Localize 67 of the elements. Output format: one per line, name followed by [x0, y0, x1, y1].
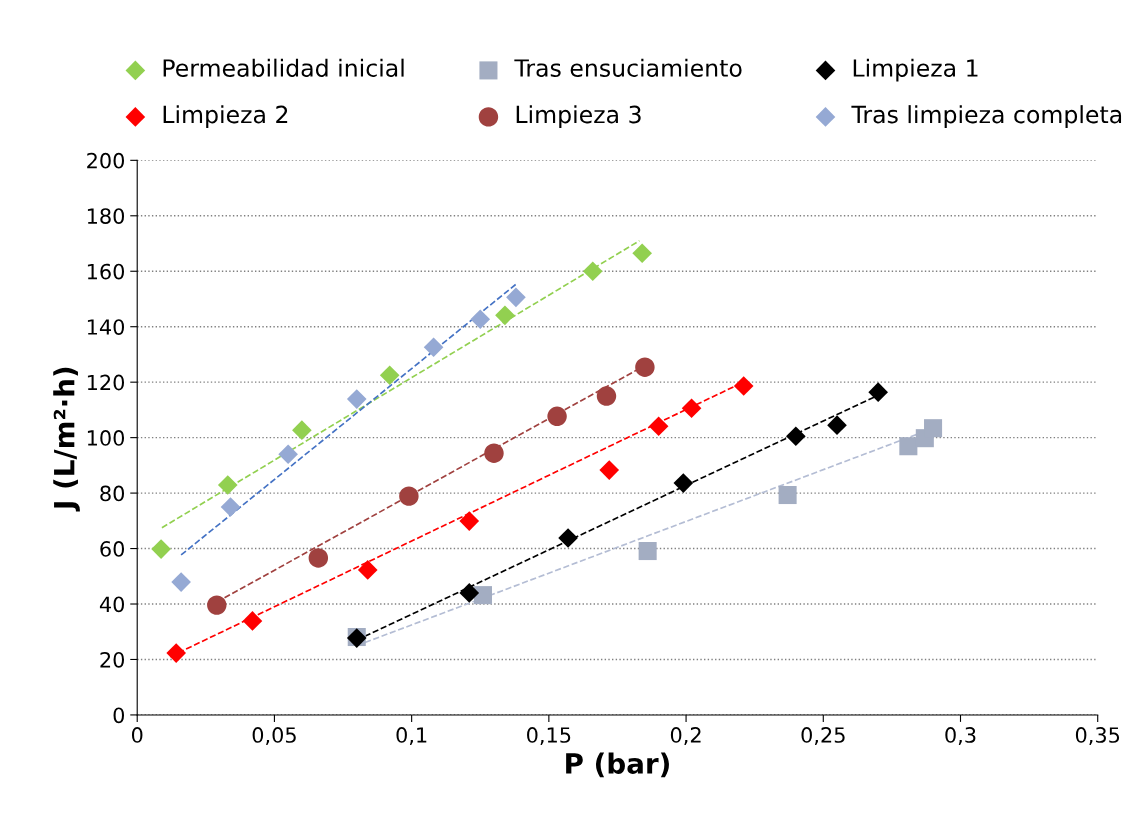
y-tick-label: 60 — [100, 541, 125, 557]
point — [868, 382, 888, 402]
point — [506, 287, 526, 308]
point — [827, 415, 847, 435]
point — [171, 572, 191, 592]
point — [558, 528, 578, 548]
point — [308, 548, 329, 568]
point — [596, 386, 617, 406]
point — [151, 539, 171, 559]
point — [599, 460, 620, 480]
y-tick-label: 40 — [99, 596, 125, 613]
legend-label: Permeabilidad inicial — [163, 58, 404, 77]
x-tick-label: 0,25 — [801, 727, 845, 745]
legend-label: Limpieza 2 — [163, 105, 288, 128]
legend-label: Limpieza 1 — [853, 58, 978, 82]
x-tick-label: 0,3 — [945, 727, 976, 745]
point — [459, 583, 480, 603]
point — [778, 486, 797, 505]
point — [786, 426, 806, 447]
point — [217, 475, 238, 495]
point — [207, 595, 227, 615]
point — [379, 365, 400, 386]
point — [357, 560, 378, 580]
x-tick-label: 0,35 — [1075, 727, 1120, 745]
point — [733, 376, 754, 396]
y-axis-title: J (L/m²·h) — [53, 367, 80, 512]
point — [278, 444, 298, 465]
x-tick-label: 0,1 — [396, 727, 427, 745]
point — [242, 611, 263, 631]
y-tick-label: 100 — [87, 430, 125, 446]
point — [547, 406, 567, 426]
y-tick-label: 160 — [87, 263, 125, 280]
y-tick-label: 80 — [100, 485, 125, 502]
point — [638, 542, 657, 561]
point — [681, 398, 702, 419]
point — [635, 357, 655, 377]
y-tick-label: 200 — [87, 152, 125, 169]
point — [899, 437, 918, 456]
point — [924, 419, 943, 438]
point — [166, 643, 186, 663]
x-tick-label: 0,2 — [670, 727, 701, 745]
point — [423, 337, 444, 358]
x-tick-label: 0,05 — [252, 727, 296, 745]
point — [673, 473, 694, 493]
y-tick-label: 180 — [87, 208, 125, 224]
point — [459, 511, 480, 531]
point — [473, 586, 493, 605]
x-tick-label: 0 — [131, 727, 143, 743]
point — [484, 443, 504, 463]
point — [346, 389, 367, 409]
y-tick-label: 140 — [87, 319, 125, 335]
y-tick-label: 20 — [100, 651, 125, 668]
x-tick-label: 0,15 — [527, 727, 571, 745]
point — [399, 486, 419, 506]
point — [632, 243, 652, 264]
legend-label: Limpieza 3 — [516, 105, 641, 128]
y-tick-label: 120 — [87, 374, 125, 391]
point — [495, 305, 515, 326]
point — [648, 416, 669, 437]
y-tick-label: 0 — [113, 707, 125, 724]
point — [470, 309, 491, 330]
point — [582, 261, 603, 282]
point — [220, 497, 241, 517]
legend-label: Tras limpieza completa — [851, 105, 1122, 128]
legend-label: Tras ensuciamiento — [514, 58, 742, 77]
x-axis-title: P (bar) — [566, 752, 669, 778]
point — [292, 420, 312, 440]
